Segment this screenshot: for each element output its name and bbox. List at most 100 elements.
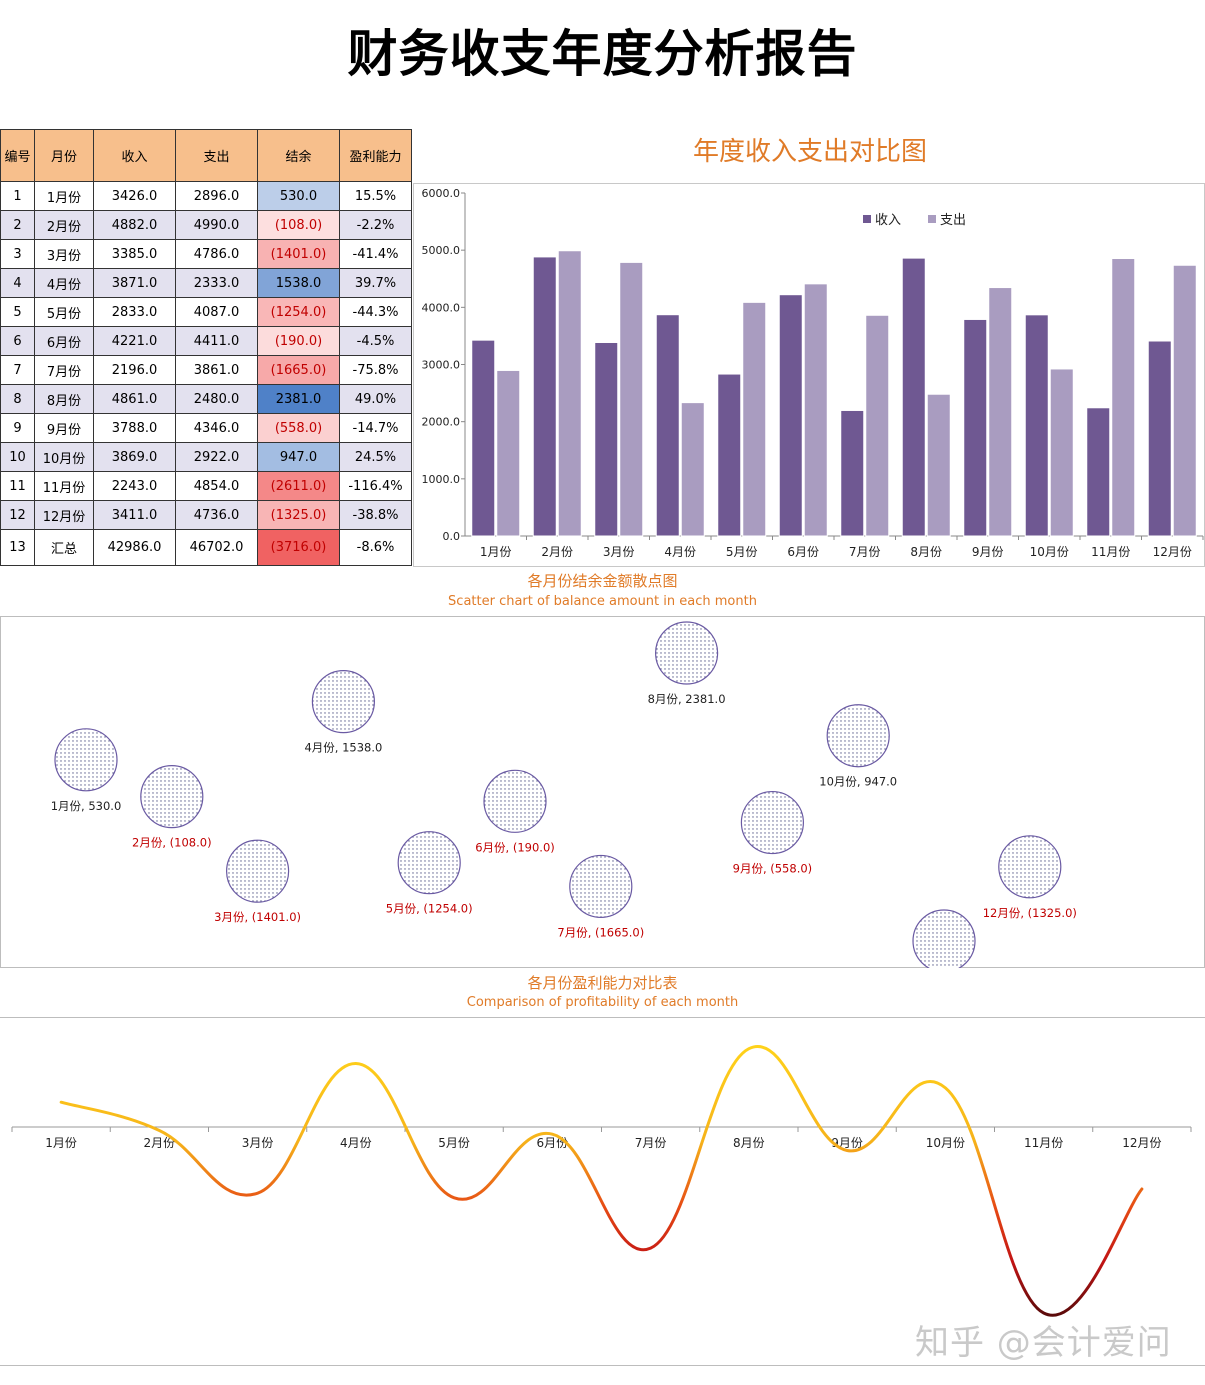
bar-income [717,373,742,537]
cell-index: 4 [0,268,35,298]
scatter-point-label: 6月份, (190.0) [475,840,555,854]
cell-expense: 2480.0 [175,384,258,414]
line-x-tick-label: 7月份 [635,1136,667,1150]
cell-expense: 4854.0 [175,471,258,501]
scatter-chart-title: 各月份结余金额散点图 [527,572,678,590]
x-tick-label: 8月份 [910,545,942,559]
scatter-point [311,670,375,734]
scatter-point [998,835,1062,899]
cell-expense: 3861.0 [175,355,258,385]
scatter-point [654,621,719,685]
scatter-chart: 1月份, 530.0 2月份, (108.0) 3月份, (1401.0) 4月份, … [0,616,1205,968]
cell-income: 4861.0 [93,384,176,414]
bar-income [963,318,988,537]
x-tick-label: 6月份 [787,545,819,559]
bar-expense [865,314,890,537]
line-x-tick-label: 5月份 [438,1136,470,1150]
bar-expense [742,301,767,537]
bar-expense [988,287,1013,537]
line-x-tick-label: 8月份 [733,1136,765,1150]
y-tick-label: 0.0 [443,530,461,543]
scatter-point-label: 9月份, (558.0) [733,862,813,876]
cell-balance: (3716.0) [257,529,340,566]
scatter-point [826,704,890,768]
bar-chart: 0.0 1000.0 2000.0 3000.0 4000.0 5000.0 6000.0 1… [413,183,1205,567]
line-x-tick-label: 12月份 [1122,1136,1161,1150]
bar-expense [1172,264,1197,537]
table-row: 2 2月份 4882.0 4990.0 (108.0) -2.2% [0,210,412,240]
cell-index: 5 [0,297,35,327]
header-cell-month: 月份 [34,129,94,182]
header-cell-balance: 结余 [257,129,340,182]
cell-profitability: -38.8% [339,500,412,530]
line-x-tick-label: 10月份 [926,1136,965,1150]
bar-expense [619,261,644,537]
cell-month: 4月份 [34,268,94,298]
header-cell-income: 收入 [93,129,176,182]
line-x-tick-label: 11月份 [1024,1136,1063,1150]
bar-income [840,409,865,537]
x-tick-label: 10月份 [1030,545,1069,559]
scatter-point-label: 2月份, (108.0) [132,836,212,850]
cell-expense: 4786.0 [175,239,258,269]
line-x-tick-label: 6月份 [537,1136,569,1150]
cell-month: 9月份 [34,413,94,443]
cell-balance: (1254.0) [257,297,340,327]
cell-income: 4882.0 [93,210,176,240]
bar-expense [557,250,582,537]
line-chart: 1月份 2月份 3月份 4月份 5月份 6月份 7月份 8月份 9月份 10月份 11月份 12月份 [0,1017,1205,1366]
cell-profitability: -4.5% [339,326,412,356]
table-row: 11 11月份 2243.0 4854.0 (2611.0) -116.4% [0,471,412,501]
scatter-point-label: 8月份, 2381.0 [648,692,726,706]
cell-month: 3月份 [34,239,94,269]
table-row: 9 9月份 3788.0 4346.0 (558.0) -14.7% [0,413,412,443]
table-row: 8 8月份 4861.0 2480.0 2381.0 49.0% [0,384,412,414]
cell-index: 7 [0,355,35,385]
line-x-tick-label: 2月份 [144,1136,176,1150]
y-tick-label: 1000.0 [422,473,461,486]
header-cell-expense: 支出 [175,129,258,182]
x-tick-label: 1月份 [480,545,512,559]
cell-balance: 947.0 [257,442,340,472]
cell-month: 6月份 [34,326,94,356]
scatter-point-label: 10月份, 947.0 [819,775,897,789]
cell-income: 3871.0 [93,268,176,298]
cell-expense: 4736.0 [175,500,258,530]
cell-income: 2243.0 [93,471,176,501]
table-header-row: 编号 月份 收入 支出 结余 盈利能力 [0,129,412,182]
table-row: 5 5月份 2833.0 4087.0 (1254.0) -44.3% [0,297,412,327]
profitability-line [59,1045,1144,1317]
cell-expense: 46702.0 [175,529,258,566]
y-tick-label: 4000.0 [422,301,461,314]
cell-income: 4221.0 [93,326,176,356]
bar-chart-title: 年度收入支出对比图 [692,137,927,167]
cell-month: 7月份 [34,355,94,385]
line-x-tick-label: 3月份 [242,1136,274,1150]
cell-balance: (1325.0) [257,500,340,530]
cell-index: 3 [0,239,35,269]
x-tick-label: 5月份 [726,545,758,559]
scatter-point-label: 7月份, (1665.0) [557,925,644,939]
bar-expense [1049,368,1074,537]
data-table: 编号 月份 收入 支出 结余 盈利能力 1 1月份 3426.0 2896.0 530.… [0,129,412,566]
line-x-tick-label: 1月份 [45,1136,77,1150]
cell-index: 13 [0,529,35,566]
cell-balance: 1538.0 [257,268,340,298]
bar-income [471,339,496,537]
cell-index: 10 [0,442,35,472]
cell-month: 10月份 [34,442,94,472]
cell-profitability: -44.3% [339,297,412,327]
table-row: 1 1月份 3426.0 2896.0 530.0 15.5% [0,181,412,211]
scatter-point-label: 12月份, (1325.0) [983,906,1077,920]
scatter-point [740,790,805,855]
line-x-tick-label: 9月份 [831,1136,863,1150]
bar-income [1147,340,1172,537]
cell-expense: 2922.0 [175,442,258,472]
cell-balance: 2381.0 [257,384,340,414]
cell-profitability: 49.0% [339,384,412,414]
scatter-point-label: 1月份, 530.0 [51,799,122,813]
cell-balance: (2611.0) [257,471,340,501]
x-tick-label: 9月份 [972,545,1004,559]
cell-profitability: -41.4% [339,239,412,269]
cell-profitability: -14.7% [339,413,412,443]
